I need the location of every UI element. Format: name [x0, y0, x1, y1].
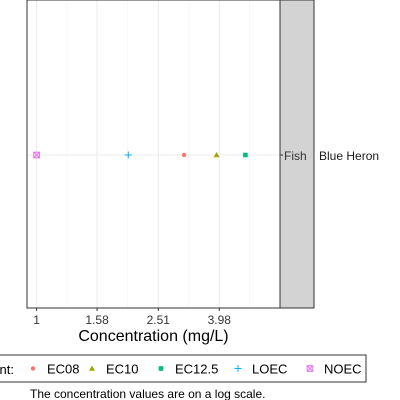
x-axis-tick-label: 1.58: [85, 313, 109, 327]
legend-title: Endpoint:: [0, 362, 14, 377]
x-axis: 1 1.58 2.51 3.98: [33, 308, 231, 327]
legend-label-ec08: EC08: [47, 362, 80, 377]
x-axis-tick-label: 2.51: [147, 313, 171, 327]
data-point-ec08: [181, 152, 187, 158]
data-point-noec: [33, 151, 40, 159]
legend-label-loec: LOEC: [252, 362, 287, 377]
caption: The concentration values are on a log sc…: [30, 387, 265, 400]
legend-key-ec10: [89, 365, 95, 371]
data-point-loec: [124, 151, 132, 159]
x-axis-tick-label: 3.98: [208, 313, 232, 327]
data-point-ec10: [213, 152, 220, 158]
legend-key-noec: [306, 365, 314, 372]
grid-lines: [27, 0, 280, 308]
legend-label-ec12-5: EC12.5: [175, 362, 218, 377]
x-axis-tick-label: 1: [33, 313, 40, 327]
y-axis-tick-label: Fish: [284, 149, 307, 163]
legend-key-loec: [234, 365, 242, 372]
x-axis-title: Concentration (mg/L): [78, 328, 228, 345]
y-axis: Fish: [280, 149, 307, 163]
legend-key-ec12-5: [158, 366, 164, 371]
data-points: [33, 151, 248, 159]
legend-label-noec: NOEC: [324, 362, 362, 377]
plot-panel-background: [27, 0, 280, 308]
legend-box: [0, 354, 367, 383]
legend-label-ec10: EC10: [106, 362, 139, 377]
legend-key-ec08: [30, 366, 36, 371]
facet-strip: [279, 0, 315, 309]
legend-items: EC08 EC10 EC12.5 LOEC NOEC: [30, 362, 362, 377]
facet-strip-label: Blue Heron: [319, 149, 379, 163]
data-point-ec12-5: [243, 152, 248, 158]
legend: Endpoint: EC08 EC10 EC12.5 LOEC NOEC: [0, 354, 367, 383]
